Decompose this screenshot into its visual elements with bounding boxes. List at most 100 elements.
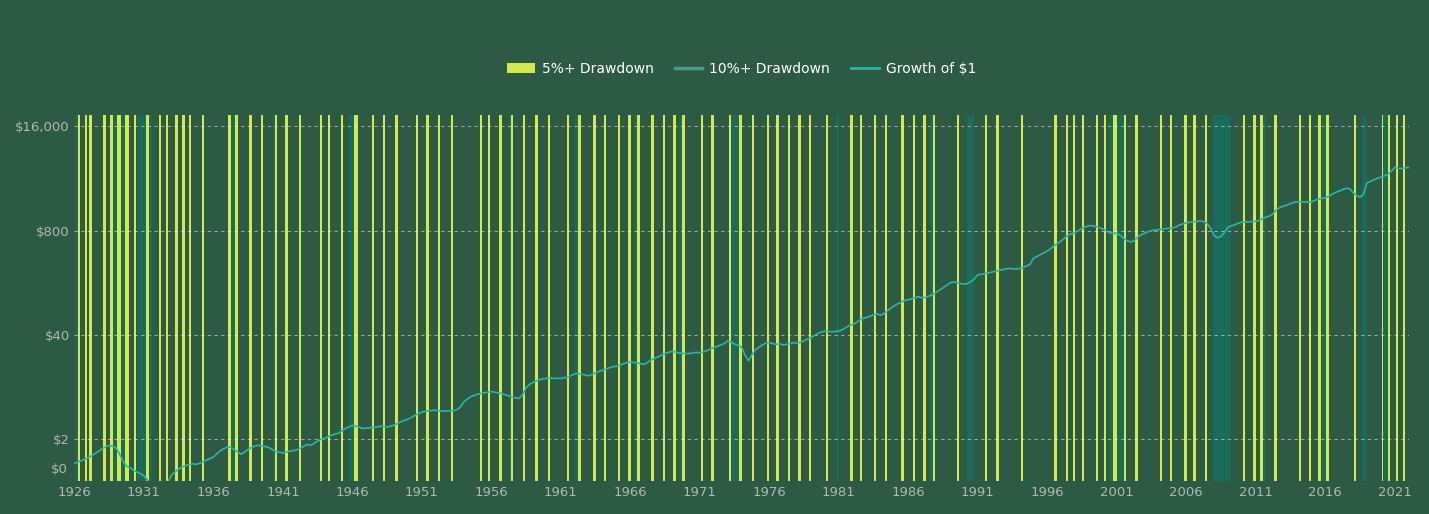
Bar <box>752 115 755 481</box>
Bar <box>113 115 117 481</box>
Bar <box>383 115 384 481</box>
Bar <box>110 115 113 481</box>
Bar <box>1123 115 1126 481</box>
Bar <box>776 115 779 481</box>
Bar <box>480 115 482 481</box>
Bar <box>663 115 664 481</box>
Bar <box>1170 115 1172 481</box>
Bar <box>967 115 975 481</box>
Bar <box>767 115 769 481</box>
Bar <box>231 115 236 481</box>
Bar <box>1243 115 1245 481</box>
Bar <box>1213 115 1232 481</box>
Bar <box>1073 115 1075 481</box>
Bar <box>787 115 790 481</box>
Bar <box>1135 115 1137 481</box>
Bar <box>930 115 933 481</box>
Bar <box>732 115 739 481</box>
Bar <box>1260 115 1263 481</box>
Bar <box>286 115 287 481</box>
Bar <box>90 115 91 481</box>
Bar <box>996 115 999 481</box>
Bar <box>652 115 653 481</box>
Bar <box>1383 115 1388 481</box>
Bar <box>262 115 263 481</box>
Bar <box>189 115 191 481</box>
Bar <box>1396 115 1398 481</box>
Bar <box>201 115 204 481</box>
Bar <box>1319 115 1320 481</box>
Bar <box>523 115 524 481</box>
Bar <box>873 115 876 481</box>
Bar <box>809 115 812 481</box>
Bar <box>117 115 121 481</box>
Bar <box>923 115 926 481</box>
Bar <box>121 115 126 481</box>
Bar <box>1109 115 1113 481</box>
Bar <box>1055 115 1056 481</box>
Bar <box>579 115 580 481</box>
Bar <box>1205 115 1208 481</box>
Bar <box>84 115 87 481</box>
Bar <box>1382 115 1385 481</box>
Bar <box>76 115 79 481</box>
Bar <box>236 115 237 481</box>
Bar <box>349 115 353 481</box>
Bar <box>450 115 453 481</box>
Bar <box>273 115 274 481</box>
Bar <box>712 115 713 481</box>
Bar <box>913 115 915 481</box>
Bar <box>826 115 829 481</box>
Bar <box>860 115 862 481</box>
Bar <box>137 115 146 481</box>
Bar <box>739 115 742 481</box>
Bar <box>603 115 606 481</box>
Bar <box>702 115 703 481</box>
Bar <box>274 115 277 481</box>
Bar <box>439 115 440 481</box>
Bar <box>149 115 151 481</box>
Bar <box>396 115 397 481</box>
Bar <box>885 115 887 481</box>
Bar <box>1299 115 1300 481</box>
Bar <box>1105 115 1106 481</box>
Bar <box>509 115 512 481</box>
Bar <box>342 115 343 481</box>
Bar <box>957 115 959 481</box>
Bar <box>729 115 732 481</box>
Bar <box>836 115 839 481</box>
Bar <box>1355 115 1356 481</box>
Bar <box>574 115 579 481</box>
Bar <box>1082 115 1085 481</box>
Bar <box>329 115 330 481</box>
Bar <box>500 115 502 481</box>
Bar <box>320 115 323 481</box>
Bar <box>593 115 596 481</box>
Bar <box>1193 115 1196 481</box>
Bar <box>1020 115 1023 481</box>
Bar <box>426 115 429 481</box>
Bar <box>372 115 374 481</box>
Bar <box>159 115 161 481</box>
Bar <box>627 115 632 481</box>
Bar <box>1066 115 1067 481</box>
Bar <box>181 115 184 481</box>
Bar <box>103 115 106 481</box>
Bar <box>1183 115 1187 481</box>
Bar <box>637 115 640 481</box>
Bar <box>1253 115 1256 481</box>
Bar <box>1096 115 1099 481</box>
Bar <box>1309 115 1312 481</box>
Bar <box>1362 115 1368 481</box>
Bar <box>799 115 800 481</box>
Bar <box>299 115 302 481</box>
Bar <box>146 115 149 481</box>
Bar <box>1263 115 1266 481</box>
Bar <box>133 115 136 481</box>
Bar <box>1116 115 1123 481</box>
Bar <box>536 115 537 481</box>
Bar <box>512 115 513 481</box>
Bar <box>679 115 683 481</box>
Bar <box>126 115 129 481</box>
Bar <box>249 115 252 481</box>
